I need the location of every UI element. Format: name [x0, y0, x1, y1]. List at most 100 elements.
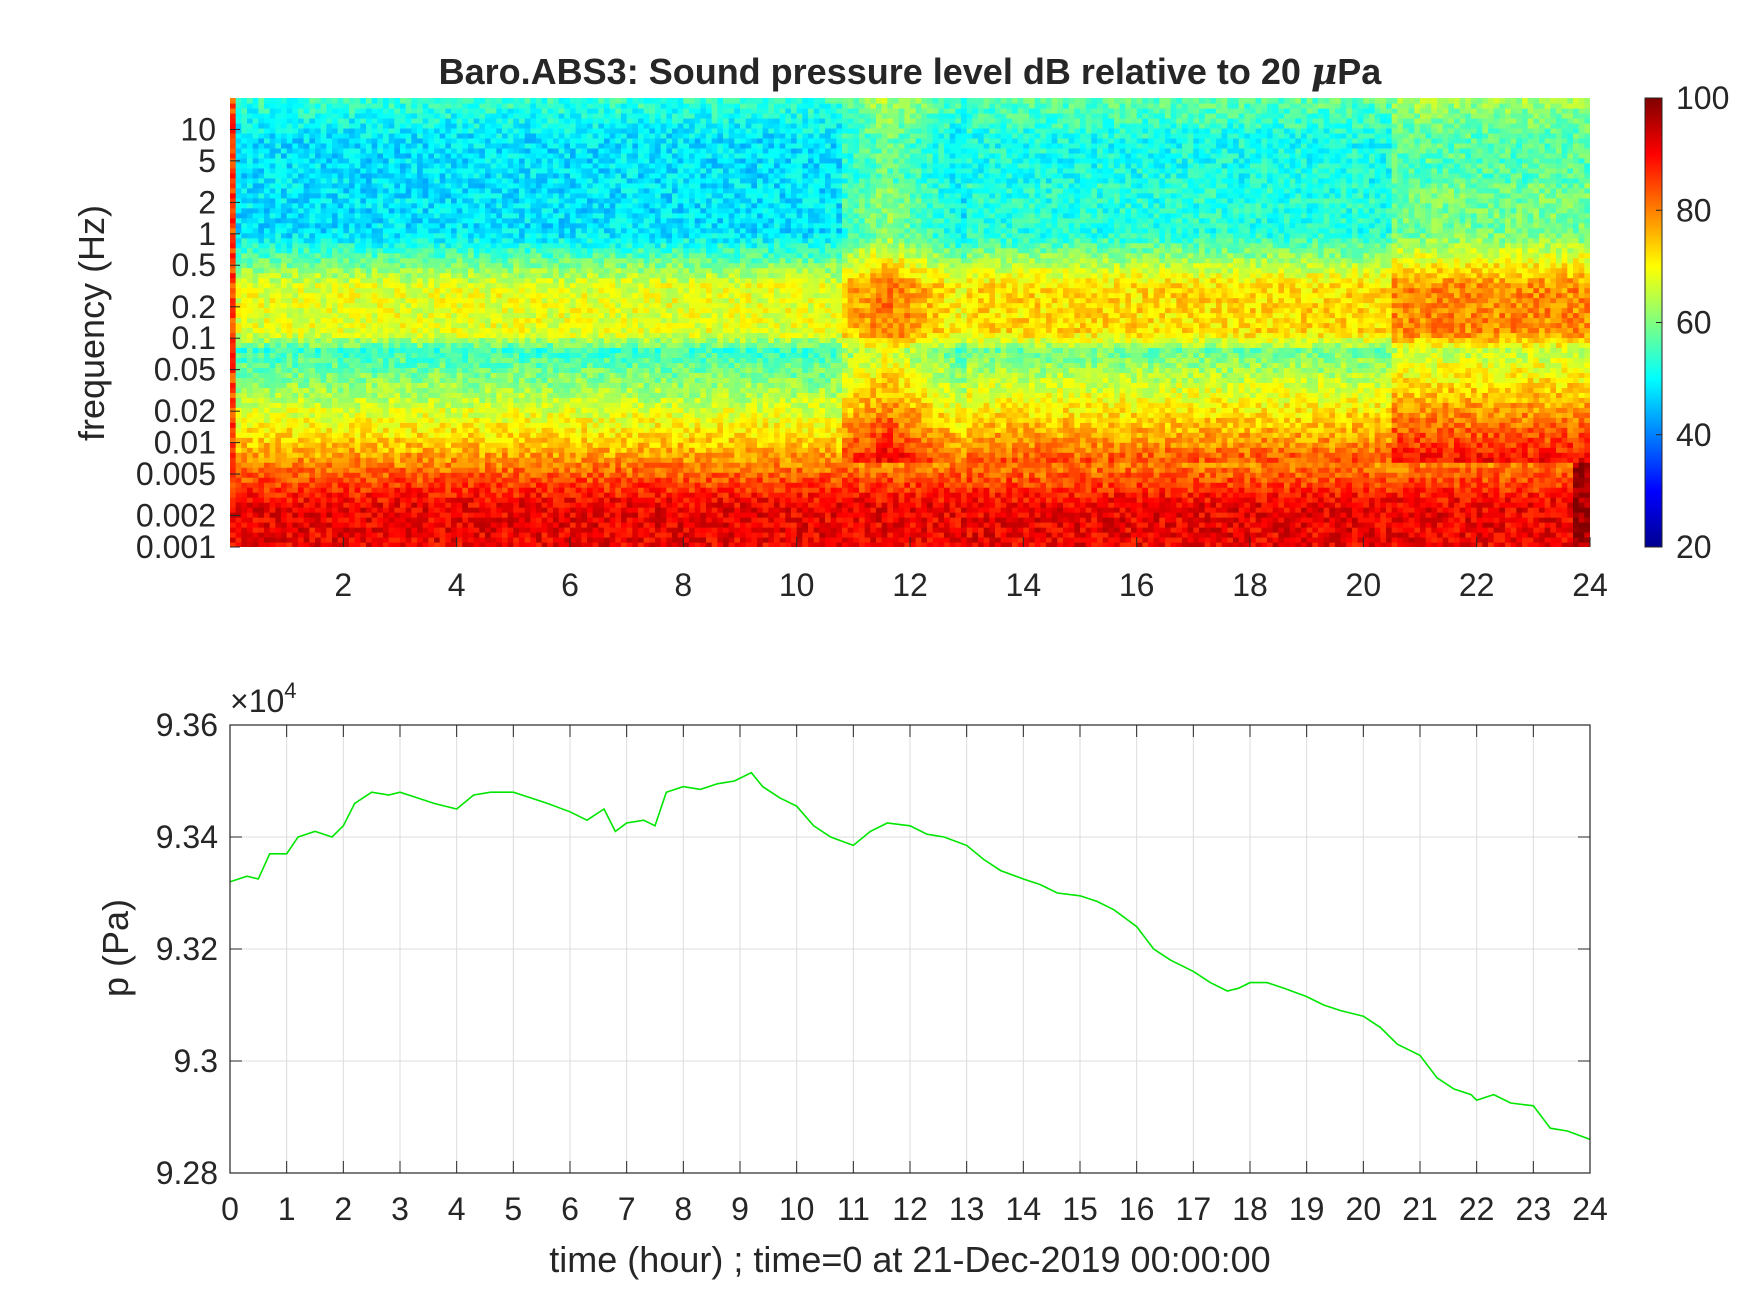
spectrogram-cell — [309, 367, 316, 373]
spectrogram-cell — [519, 477, 526, 483]
spectrogram-cell — [286, 232, 293, 239]
spectrogram-cell — [366, 237, 373, 244]
spectrogram-cell — [422, 332, 429, 339]
spectrogram-cell — [451, 382, 458, 388]
spectrogram-cell — [451, 537, 458, 543]
spectrogram-cell — [298, 267, 305, 274]
spectrogram-cell — [411, 542, 418, 547]
spectrogram-cell — [269, 302, 276, 309]
spectrogram-cell — [513, 112, 520, 119]
spectrogram-cell — [417, 402, 424, 408]
spectrogram-cell — [411, 457, 418, 463]
spectrogram-cell — [337, 467, 344, 473]
spectrogram-cell — [298, 277, 305, 284]
spectrogram-cell — [490, 402, 497, 408]
spectrogram-cell — [383, 357, 390, 364]
spectrogram-cell — [536, 412, 543, 418]
spectrogram-cell — [513, 542, 520, 547]
spectrogram-cell — [360, 477, 367, 483]
spectrogram-cell — [502, 482, 509, 488]
spectrogram-cell — [479, 397, 486, 403]
spectrogram-cell — [303, 287, 310, 294]
spectrogram-cell — [252, 127, 259, 134]
spectrogram-cell — [513, 332, 520, 339]
spectrogram-cell — [530, 437, 537, 443]
spectrogram-cell — [286, 382, 293, 388]
spectrogram-cell — [490, 177, 497, 184]
spectrogram-cell — [354, 472, 361, 478]
spectrogram-cell — [536, 257, 543, 264]
spectrogram-cell — [377, 98, 384, 104]
spectrogram-cell — [354, 397, 361, 403]
spectrogram-cell — [286, 342, 293, 349]
spectrogram-cell — [422, 197, 429, 204]
spectrogram-cell — [541, 477, 548, 483]
spectrogram-cell — [479, 352, 486, 359]
spectrogram-cell — [428, 532, 435, 538]
spectrogram-cell — [247, 342, 254, 349]
spectrogram-cell — [326, 182, 333, 189]
spectrogram-cell — [490, 397, 497, 403]
spectrogram-cell — [439, 272, 446, 279]
spectrogram-cell — [315, 287, 322, 294]
spectrogram-cell — [377, 432, 384, 438]
spectrogram-cell — [354, 462, 361, 468]
spectrogram-cell — [315, 427, 322, 433]
spectrogram-cell — [349, 147, 356, 154]
spectrogram-cell — [468, 527, 475, 533]
spectrogram-cell — [473, 447, 480, 453]
spectrogram-cell — [490, 542, 497, 547]
spectrogram-cell — [462, 202, 469, 209]
spectrogram-cell — [343, 202, 350, 209]
spectrogram-cell — [530, 237, 537, 244]
spectrogram-cell — [479, 117, 486, 124]
spectrogram-cell — [326, 98, 333, 104]
spectrogram-cell — [541, 472, 548, 478]
spectrogram-cell — [354, 212, 361, 219]
spectrogram-cell — [524, 287, 531, 294]
spectrogram-cell — [468, 467, 475, 473]
spectrogram-cell — [462, 442, 469, 448]
spectrogram-cell — [264, 367, 271, 373]
spectrogram-cell — [230, 152, 237, 159]
spectrogram-cell — [360, 427, 367, 433]
spectrogram-cell — [235, 537, 242, 543]
spectrogram-cell — [479, 537, 486, 543]
spectrogram-cell — [241, 502, 248, 508]
spectrogram-cell — [269, 337, 276, 344]
spectrogram-cell — [349, 477, 356, 483]
spectrogram-cell — [485, 302, 492, 309]
spectrogram-cell — [235, 472, 242, 478]
spectrogram-cell — [241, 122, 248, 129]
spectrogram-cell — [377, 207, 384, 214]
spectrogram-cell — [320, 132, 327, 139]
spectrogram-cell — [258, 317, 265, 324]
spectrogram-cell — [252, 277, 259, 284]
spectrogram-cell — [275, 237, 282, 244]
spectrogram-cell — [439, 337, 446, 344]
spectrogram-cell — [405, 237, 412, 244]
spectrogram-cell — [434, 197, 441, 204]
spectrogram-cell — [383, 342, 390, 349]
spectrogram-cell — [417, 197, 424, 204]
spectrogram-cell — [309, 327, 316, 334]
spectrogram-cell — [513, 197, 520, 204]
spectrogram-cell — [485, 442, 492, 448]
spectrogram-cell — [258, 252, 265, 259]
spectrogram-cell — [241, 272, 248, 279]
spectrogram-cell — [536, 452, 543, 458]
spectrogram-cell — [269, 212, 276, 219]
spectrogram-cell — [507, 222, 514, 229]
spectrogram-cell — [252, 217, 259, 224]
spectrogram-cell — [394, 322, 401, 329]
spectrogram-cell — [456, 317, 463, 324]
spectrogram-cell — [315, 397, 322, 403]
spectrogram-cell — [349, 537, 356, 543]
spectrogram-cell — [343, 262, 350, 269]
spectrogram-cell — [337, 527, 344, 533]
spectrogram-cell — [490, 537, 497, 543]
spectrogram-cell — [241, 98, 248, 104]
spectrogram-cell — [439, 297, 446, 304]
spectrogram-cell — [343, 367, 350, 373]
spectrogram-cell — [439, 427, 446, 433]
